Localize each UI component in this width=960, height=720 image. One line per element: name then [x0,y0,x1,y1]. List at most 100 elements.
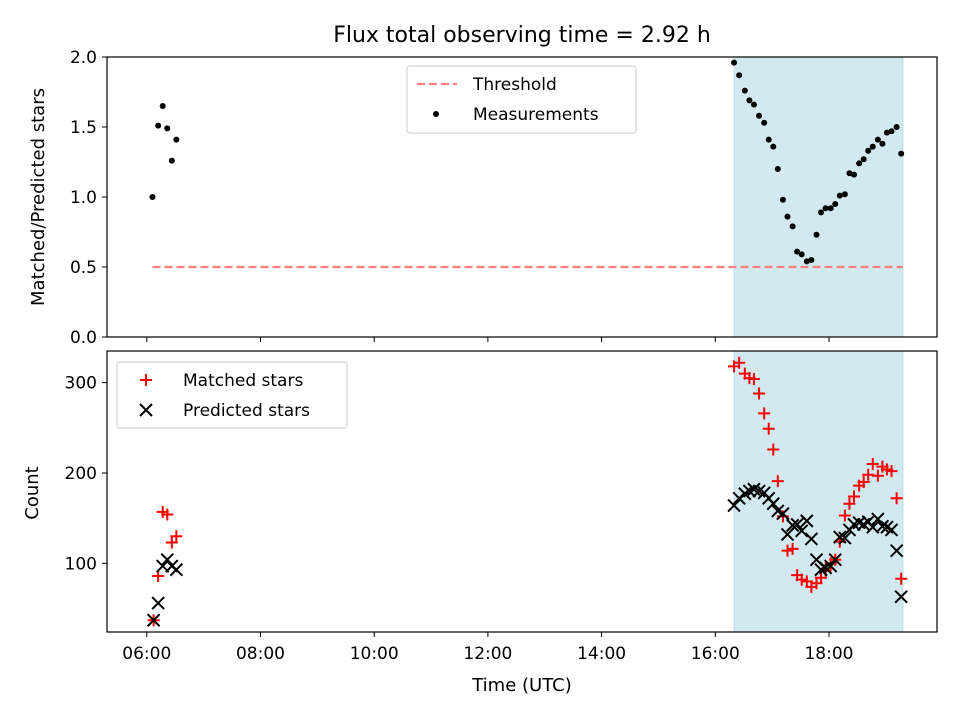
legend-label: Matched stars [183,371,303,391]
y-tick-label: 2.0 [70,48,97,68]
measurement-point [761,119,768,126]
plot-frame [106,56,938,338]
predicted-star-point [776,506,790,521]
measurement-point [851,171,857,178]
matched-star-point [795,573,808,586]
y-tick-label: 200 [65,464,97,484]
legend-measurements-swatch [433,111,439,117]
matched-star-point [885,465,898,478]
legend-box [406,65,637,134]
matched-star-point [762,422,775,435]
matched-star-point [165,536,178,549]
measurement-point [869,143,876,150]
measurement-point [888,128,895,135]
measurement-point [803,258,810,265]
measurement-point [774,166,781,172]
predicted-star-point [875,519,890,533]
measurement-point [846,170,853,177]
x-tick-label: 14:00 [577,644,626,664]
predicted-star-point [838,531,852,545]
x-tick-label: 18:00 [804,644,853,664]
matched-star-point [758,407,771,420]
predicted-star-point [727,498,741,513]
predicted-star-point [833,530,847,544]
measurement-point [836,192,843,199]
x-tick-label: 08:00 [236,644,285,664]
measurement-point [168,157,175,164]
y-tick-label: 100 [65,554,97,574]
legend-matched-swatch [140,374,152,386]
predicted-star-point [800,514,814,528]
measurement-point [808,257,815,263]
predicted-star-point [894,590,908,604]
measurement-point [898,150,905,157]
y-tick-label: 0.5 [70,258,97,278]
measurement-point [756,112,763,119]
legend-label: Threshold [472,75,557,95]
predicted-star-point [794,524,809,538]
plot-frame [106,350,938,633]
measurement-point [155,122,162,129]
measurement-point [746,97,753,104]
count-panel: 06:00 08:00 10:00 12:00 14:00 16:00 18:00 100 20… [65,350,938,664]
predicted-star-point [742,484,757,498]
measurement-point [860,156,867,163]
x-tick-label: 16:00 [691,644,740,664]
measurement-point [149,194,156,200]
x-tick-label: 12:00 [463,644,512,664]
measurement-point [883,129,890,136]
matched-star-point [866,457,879,470]
measurement-point [827,205,834,212]
legend-predicted-swatch [139,403,153,417]
measurement-point [832,201,839,207]
predicted-star-point [790,517,804,532]
measurement-point [789,223,796,230]
predicted-star-point [804,532,819,546]
matched-star-point [161,508,174,521]
matched-star-point [843,497,856,510]
measurement-point [841,191,848,198]
measurement-point [765,136,772,143]
matched-star-point [895,572,908,585]
measurement-point [736,72,743,79]
x-tick-label: 10:00 [350,644,399,664]
y-tick-label: 0.0 [70,328,97,348]
measurement-point [865,147,872,154]
measurement-point [879,140,886,147]
measurement-point [798,251,805,258]
predicted-star-point [889,543,904,558]
measurement-point [770,143,777,150]
measurement-point [818,209,825,216]
predicted-star-point [146,613,161,627]
matched-star-point [733,356,746,369]
observing-window-shade [733,56,904,338]
x-axis-label: Time (UTC) [471,675,572,696]
matched-star-point [890,492,903,505]
matched-star-point [747,373,760,386]
measurement-point [794,248,801,255]
legend-label: Predicted stars [183,401,310,421]
legend-label: Measurements [473,105,599,125]
measurement-point [813,231,820,238]
measurement-point [159,103,166,109]
y-tick-label: 300 [65,374,97,394]
matched-star-point [753,387,766,400]
predicted-star-point [785,518,800,533]
measurement-point [741,87,748,94]
measurement-point [731,59,738,66]
predicted-star-point [823,559,838,573]
measurement-point [173,136,180,143]
predicted-star-point [884,523,899,537]
measurement-point [822,205,829,212]
ratio-y-axis-label: Matched/Predicted stars [28,88,49,306]
measurement-point [856,160,863,167]
measurement-point [874,136,881,143]
measurement-point [784,213,791,220]
matched-star-point [781,544,794,557]
predicted-star-point [151,596,165,610]
y-tick-label: 1.0 [70,188,97,208]
x-tick-label: 06:00 [122,644,171,664]
matched-star-point [848,490,860,503]
measurement-point [893,124,900,130]
